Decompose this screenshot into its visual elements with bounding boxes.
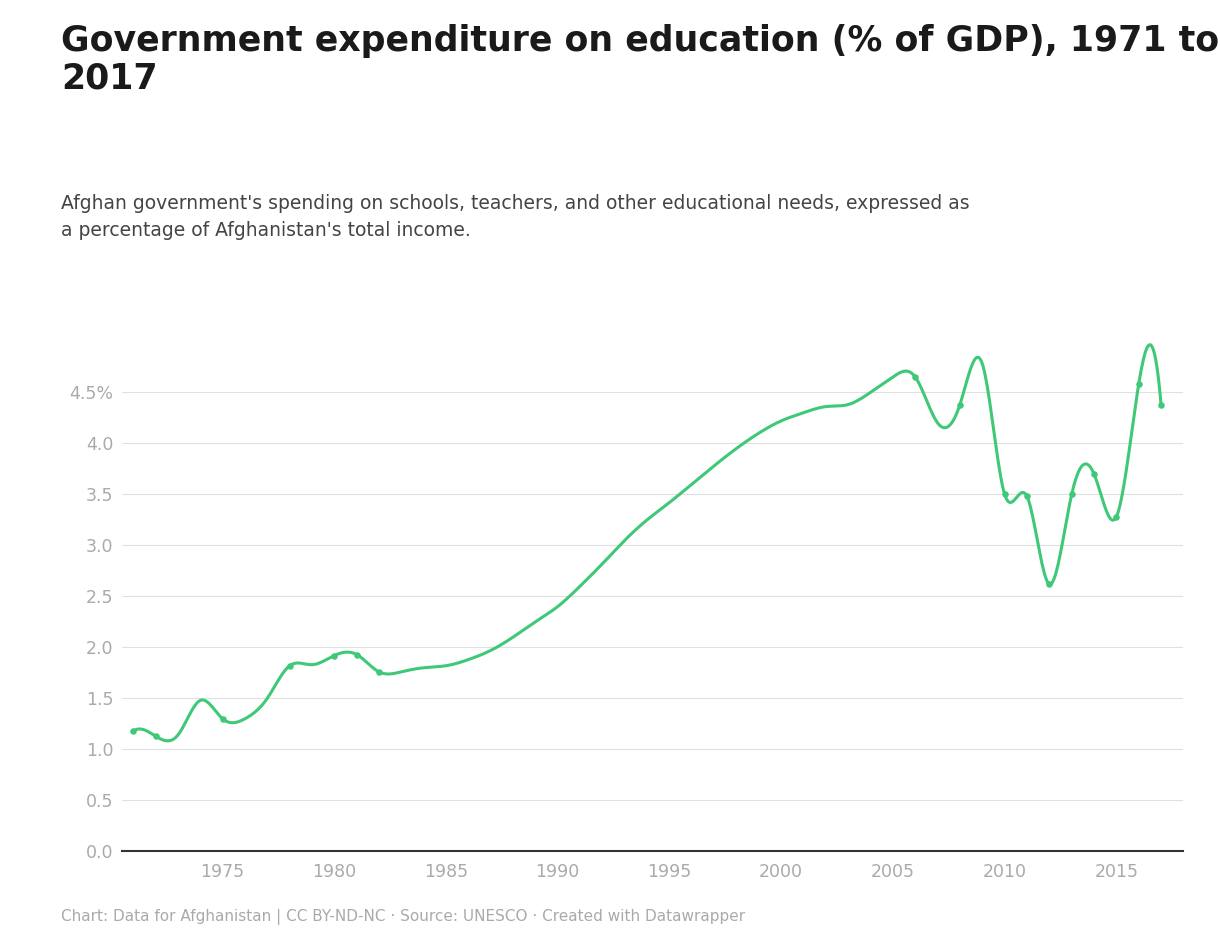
- Text: Afghan government's spending on schools, teachers, and other educational needs, : Afghan government's spending on schools,…: [61, 194, 970, 240]
- Point: [1128, 377, 1148, 392]
- Point: [1017, 489, 1037, 504]
- Point: [370, 664, 389, 679]
- Point: [1061, 487, 1081, 502]
- Point: [905, 370, 925, 385]
- Point: [994, 487, 1014, 502]
- Point: [1107, 509, 1126, 524]
- Point: [346, 647, 366, 662]
- Point: [1085, 466, 1104, 482]
- Text: Government expenditure on education (% of GDP), 1971 to
2017: Government expenditure on education (% o…: [61, 24, 1219, 96]
- Point: [325, 648, 344, 663]
- Point: [145, 728, 165, 744]
- Point: [212, 711, 232, 727]
- Point: [1039, 576, 1059, 591]
- Point: [123, 724, 143, 739]
- Text: Chart: Data for Afghanistan | CC BY-ND-NC · Source: UNESCO · Created with Datawr: Chart: Data for Afghanistan | CC BY-ND-N…: [61, 909, 745, 925]
- Point: [950, 397, 970, 412]
- Point: [279, 658, 299, 674]
- Point: [1152, 397, 1171, 412]
